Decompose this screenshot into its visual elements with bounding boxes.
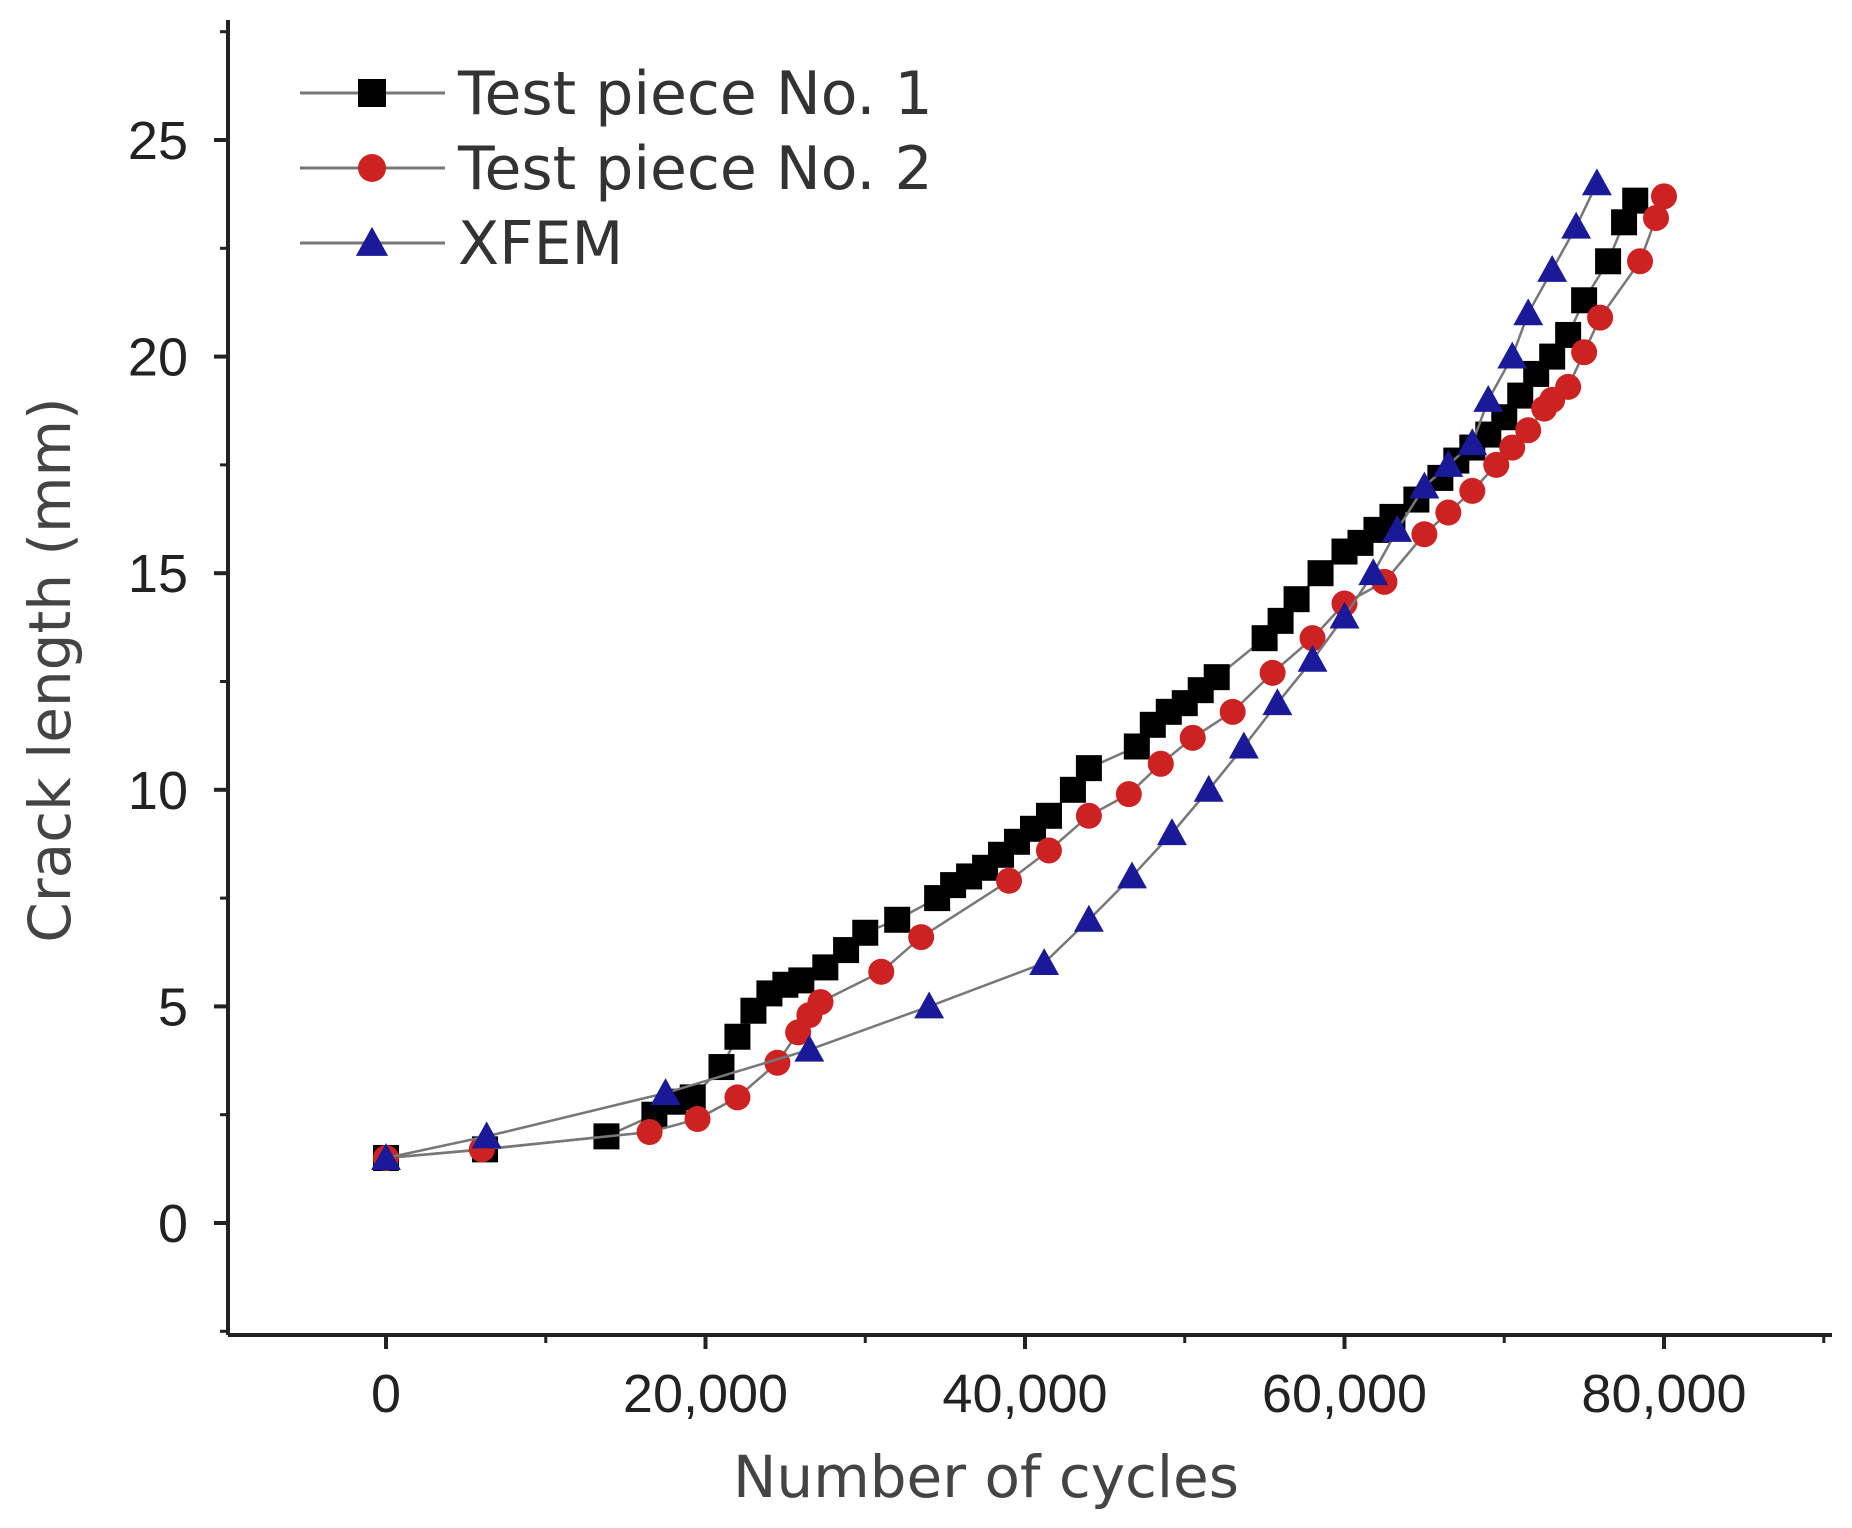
data-point xyxy=(1117,861,1147,889)
data-point xyxy=(1329,601,1360,629)
data-point xyxy=(1459,477,1486,504)
data-point xyxy=(1075,802,1102,829)
data-point xyxy=(1193,774,1224,802)
ticks: 0 20,000 40,000 60,000 80,000 0 5 10 15 20 25 xyxy=(128,30,1826,1424)
data-point xyxy=(1228,731,1259,759)
y-tick-label: 20 xyxy=(128,328,188,388)
y-tick-label: 25 xyxy=(128,111,188,171)
data-point xyxy=(1571,339,1598,366)
legend-item: Test piece No. 2 xyxy=(300,134,933,204)
data-point xyxy=(1073,904,1104,932)
data-point xyxy=(1581,168,1612,196)
data-point xyxy=(1473,384,1504,412)
y-tick-label: 5 xyxy=(158,977,188,1037)
legend-marker xyxy=(358,154,386,182)
data-point xyxy=(1435,499,1462,526)
data-point xyxy=(1358,558,1389,586)
series-1 xyxy=(373,187,1649,1172)
data-point xyxy=(1147,750,1174,777)
x-tick-label: 80,000 xyxy=(1581,1364,1746,1424)
data-point xyxy=(1457,428,1488,456)
series-2 xyxy=(373,183,1677,1172)
data-point xyxy=(1411,521,1438,548)
legend-label: Test piece No. 2 xyxy=(457,134,933,204)
x-tick-label: 20,000 xyxy=(623,1364,788,1424)
data-point xyxy=(1203,664,1230,691)
data-point xyxy=(1587,304,1614,331)
data-point xyxy=(1627,248,1654,275)
data-point xyxy=(1299,625,1326,652)
data-point xyxy=(1283,586,1310,613)
series-layer xyxy=(371,168,1677,1172)
data-point xyxy=(1029,948,1060,976)
legend-marker xyxy=(355,226,389,256)
data-point xyxy=(636,1119,663,1146)
data-point xyxy=(794,1034,825,1062)
legend-item: Test piece No. 1 xyxy=(300,59,933,129)
data-point xyxy=(1483,451,1510,478)
data-point xyxy=(884,906,911,933)
data-point xyxy=(1515,417,1542,444)
data-point xyxy=(1595,248,1622,275)
data-point xyxy=(684,1106,711,1133)
data-point xyxy=(724,1023,751,1050)
data-point xyxy=(1179,724,1206,751)
data-point xyxy=(1219,698,1246,725)
y-tick-label: 15 xyxy=(128,544,188,604)
data-point xyxy=(996,867,1023,894)
y-tick-label: 10 xyxy=(128,761,188,821)
data-point xyxy=(908,924,935,951)
data-point xyxy=(1035,837,1062,864)
data-point xyxy=(1513,298,1544,326)
y-axis-title: Crack length (mm) xyxy=(16,397,84,942)
data-point xyxy=(1555,373,1582,400)
data-point xyxy=(868,958,895,985)
data-point xyxy=(1307,560,1334,587)
x-axis-title: Number of cycles xyxy=(733,1443,1239,1511)
data-point xyxy=(1035,802,1062,829)
data-point xyxy=(1382,514,1413,542)
data-point xyxy=(807,989,834,1016)
series-line xyxy=(385,182,1599,1160)
data-point xyxy=(1651,183,1677,210)
data-point xyxy=(1499,434,1526,461)
data-point xyxy=(371,1143,401,1170)
x-tick-label: 0 xyxy=(371,1364,401,1424)
x-tick-label: 60,000 xyxy=(1262,1364,1427,1424)
data-point xyxy=(1157,818,1187,846)
legend-label: Test piece No. 1 xyxy=(457,59,933,129)
legend-marker xyxy=(358,79,386,107)
legend-label: XFEM xyxy=(458,209,623,279)
data-point xyxy=(1262,688,1293,716)
data-point xyxy=(1075,755,1102,782)
series-line xyxy=(385,195,1666,1160)
data-point xyxy=(1433,449,1464,477)
data-point xyxy=(471,1121,502,1149)
data-point xyxy=(1561,211,1592,239)
data-point xyxy=(1115,781,1142,808)
y-tick-label: 0 xyxy=(158,1194,188,1254)
series-line xyxy=(385,200,1637,1160)
data-point xyxy=(914,991,945,1019)
data-point xyxy=(1622,187,1649,214)
data-point xyxy=(788,967,815,994)
data-point xyxy=(1497,341,1528,369)
legend-item: XFEM xyxy=(300,209,623,279)
data-point xyxy=(1643,204,1670,231)
series-3 xyxy=(371,168,1612,1170)
x-tick-label: 40,000 xyxy=(942,1364,1107,1424)
data-point xyxy=(650,1078,681,1105)
data-point xyxy=(1259,659,1286,686)
data-point xyxy=(724,1084,751,1111)
data-point xyxy=(1409,471,1440,499)
data-point xyxy=(1537,255,1568,282)
data-point xyxy=(1297,644,1328,672)
data-point xyxy=(852,919,879,946)
